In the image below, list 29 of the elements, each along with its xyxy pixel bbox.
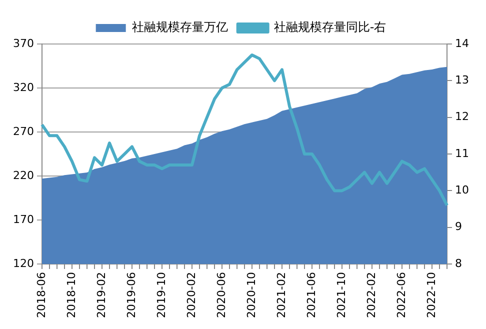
x-tick-label: 2018-10: [64, 272, 78, 318]
x-tick-label: 2018-06: [34, 272, 48, 318]
y-tick-label: 120: [12, 256, 34, 270]
y-tick-label: 370: [12, 36, 34, 50]
x-tick-label: 2021-06: [304, 272, 318, 318]
x-tick-label: 2022-02: [364, 272, 378, 318]
x-tick-label: 2019-10: [154, 272, 168, 318]
y-tick-label: 270: [12, 124, 34, 138]
y2-tick-label: 12: [455, 110, 470, 124]
y-tick-label: 320: [12, 80, 34, 94]
x-tick-label: 2019-06: [124, 272, 138, 318]
x-tick-label: 2019-02: [94, 272, 108, 318]
x-tick-label: 2022-10: [424, 272, 438, 318]
x-tick-label: 2021-10: [334, 272, 348, 318]
x-tick-label: 2020-06: [214, 272, 228, 318]
x-tick-label: 2020-02: [184, 272, 198, 318]
y2-tick-label: 13: [455, 74, 470, 87]
y2-tick-label: 11: [455, 146, 470, 160]
y-tick-label: 220: [12, 168, 34, 182]
legend-label: 社融规模存量万亿: [132, 20, 228, 34]
y-tick-label: 170: [12, 212, 34, 226]
x-tick-label: 2022-06: [394, 272, 408, 318]
y2-tick-label: 8: [455, 256, 462, 270]
x-tick-label: 2020-10: [244, 272, 258, 318]
y2-tick-label: 10: [455, 184, 470, 197]
y2-tick-label: 9: [455, 220, 462, 234]
x-tick-label: 2021-02: [274, 272, 288, 318]
legend-label: 社融规模存量同比-右: [274, 20, 386, 34]
y2-tick-label: 14: [455, 36, 470, 50]
